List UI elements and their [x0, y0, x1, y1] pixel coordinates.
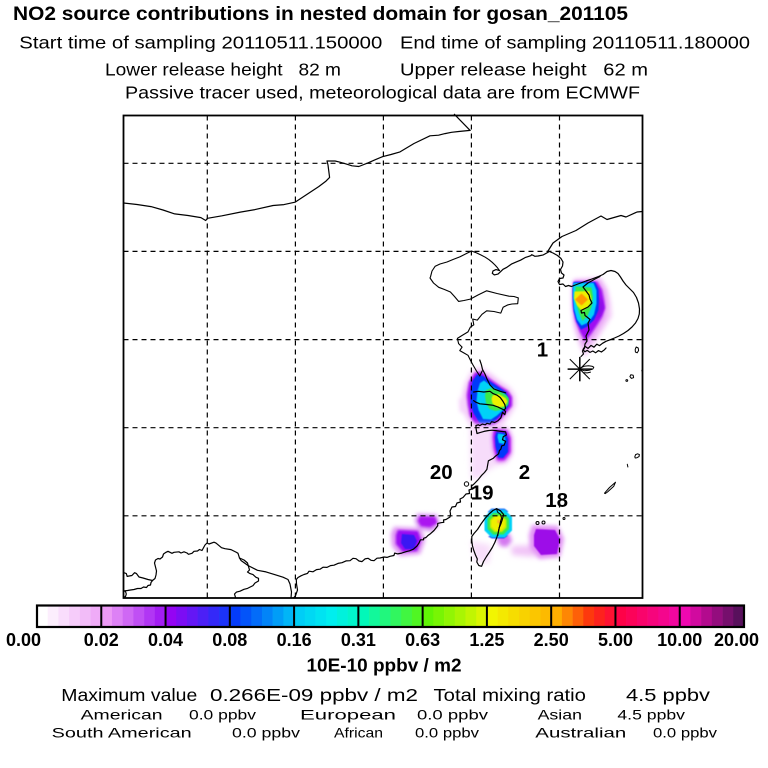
svg-text:10E-10 ppbv / m2: 10E-10 ppbv / m2	[307, 656, 462, 676]
svg-text:South American: South American	[52, 725, 192, 741]
svg-text:0.04: 0.04	[148, 630, 183, 650]
svg-text:0.0 ppbv: 0.0 ppbv	[189, 707, 256, 723]
svg-text:0.02: 0.02	[84, 630, 119, 650]
svg-text:5.00: 5.00	[598, 630, 633, 650]
svg-text:0.63: 0.63	[405, 630, 440, 650]
svg-text:0.0 ppbv: 0.0 ppbv	[232, 725, 300, 741]
svg-text:2.50: 2.50	[534, 630, 569, 650]
svg-text:Australian: Australian	[535, 725, 626, 741]
svg-text:0.16: 0.16	[277, 630, 312, 650]
svg-text:0.08: 0.08	[212, 630, 247, 650]
svg-text:Upper release height 62 m: Upper release height 62 m	[400, 60, 648, 80]
svg-text:0.0 ppbv: 0.0 ppbv	[417, 707, 488, 723]
svg-text:2: 2	[519, 461, 530, 484]
svg-text:Total mixing ratio: Total mixing ratio	[434, 685, 587, 705]
svg-text:Maximum value: Maximum value	[61, 685, 197, 705]
svg-text:Lower release height 82 m: Lower release height 82 m	[105, 60, 341, 80]
svg-text:0.0 ppbv: 0.0 ppbv	[415, 725, 479, 741]
svg-text:0.0 ppbv: 0.0 ppbv	[653, 725, 717, 741]
svg-text:End time of sampling 20110511.: End time of sampling 20110511.180000	[400, 33, 750, 53]
svg-text:10.00: 10.00	[657, 630, 702, 650]
svg-text:18: 18	[545, 489, 568, 512]
svg-text:1.25: 1.25	[469, 630, 504, 650]
svg-text:4.5 ppbv: 4.5 ppbv	[617, 707, 685, 723]
svg-text:4.5 ppbv: 4.5 ppbv	[626, 685, 710, 705]
svg-text:African: African	[334, 725, 383, 741]
svg-text:0.00: 0.00	[6, 630, 41, 650]
svg-text:Passive tracer used, meteorolo: Passive tracer used, meteorological data…	[125, 83, 640, 103]
svg-text:European: European	[300, 707, 396, 723]
svg-text:Start time of sampling 2011051: Start time of sampling 20110511.150000	[19, 33, 382, 53]
svg-text:0.31: 0.31	[341, 630, 376, 650]
svg-text:0.266E-09 ppbv / m2: 0.266E-09 ppbv / m2	[210, 685, 418, 705]
svg-text:1: 1	[537, 339, 548, 362]
svg-text:20.00: 20.00	[714, 630, 759, 650]
svg-text:20: 20	[430, 461, 453, 484]
svg-text:19: 19	[471, 482, 494, 505]
svg-text:Asian: Asian	[538, 707, 582, 723]
svg-text:American: American	[81, 707, 163, 723]
svg-text:NO2 source contributions in ne: NO2 source contributions in nested domai…	[13, 4, 628, 25]
